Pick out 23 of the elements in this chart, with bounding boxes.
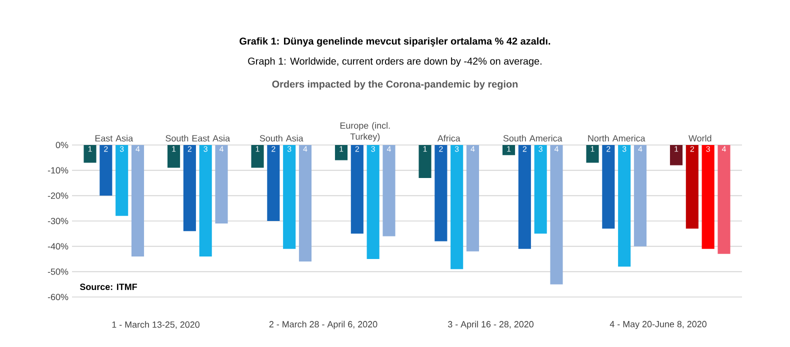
y-tick-label: -60%: [48, 294, 68, 300]
text: 2 - March 28 - April 6, 2020: [269, 320, 378, 330]
annotation: Source: ITMF: [80, 284, 138, 290]
x-tick-label: South America: [503, 134, 562, 142]
text: 3 - April 16 - 28, 2020: [448, 320, 534, 330]
y-tick-label: -40%: [48, 243, 68, 250]
x-tick-label: North America: [588, 134, 646, 142]
y-tick-label: -20%: [48, 192, 68, 199]
x-tick-label: Europe (incl. Turkey): [340, 122, 390, 142]
chart-subtitle: Graph 1: Worldwide, current orders are down by -42% on average.: [248, 57, 542, 67]
x-tick-label: World: [688, 134, 712, 142]
x-tick-label: East Asia: [95, 134, 134, 142]
y-tick-label: -50%: [48, 268, 68, 275]
y-tick-label: 0%: [56, 142, 68, 148]
y-tick-label: -10%: [48, 167, 68, 174]
x-tick-label: Africa: [437, 134, 460, 142]
text: 1 - March 13-25, 2020: [112, 321, 200, 329]
chart-title: Grafik 1: Dünya genelinde mevcut siparişler ortalama % 42 azaldı.: [240, 37, 550, 47]
y-tick-label: -30%: [48, 218, 68, 224]
text: Orders impacted by the Corona-pandemic by region: [272, 80, 518, 90]
x-tick-label: South East Asia: [166, 134, 230, 142]
x-tick-label: South Asia: [260, 134, 304, 142]
text: 4 - May 20-June 8, 2020: [610, 320, 706, 330]
